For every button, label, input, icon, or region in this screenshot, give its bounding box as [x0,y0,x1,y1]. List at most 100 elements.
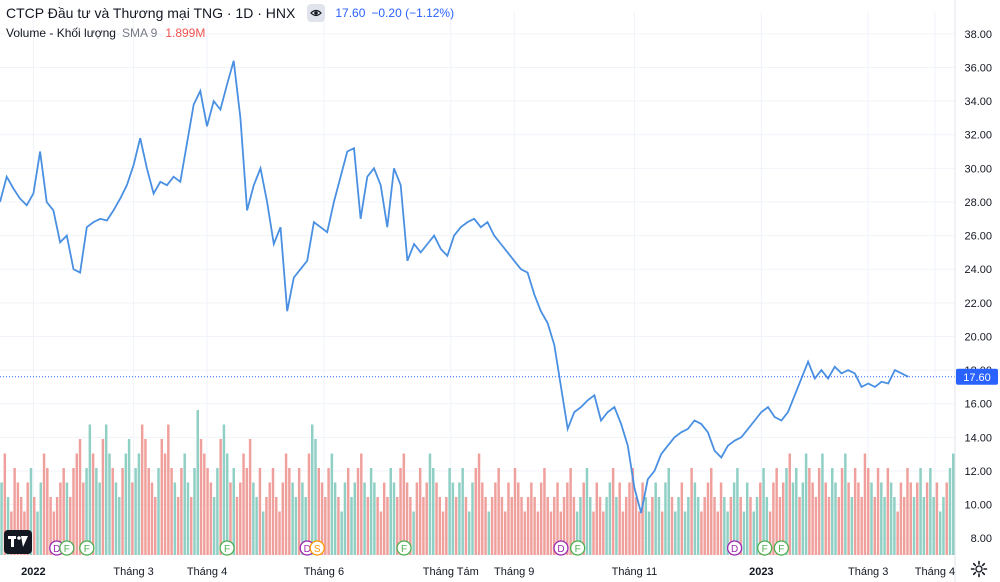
event-marker-s[interactable]: S [309,540,325,556]
settings-gear-icon[interactable] [970,560,988,578]
volume-bar [186,482,190,555]
volume-bar [118,497,121,555]
volume-bar [611,468,615,555]
volume-bar [232,468,235,555]
last-price-label-text: 17.60 [963,372,991,384]
time-axis[interactable]: 2022 Tháng 3 Tháng 4 Tháng 6 Tháng Tám Tháng … [21,566,955,578]
volume-bar [615,497,618,555]
volume-bar [889,482,893,555]
event-marker-f[interactable]: F [757,540,773,556]
event-marker-d[interactable]: D [553,540,569,556]
volume-bar [425,482,428,555]
symbol-title[interactable]: CTCP Đầu tư và Thương mại TNG · 1D · HNX [6,5,296,21]
volume-bar [618,482,621,555]
volume-indicator-label[interactable]: Volume - Khối lượng [6,26,116,40]
volume-bar [88,424,92,555]
volume-bar [229,482,232,555]
volume-bar [239,482,242,555]
event-marker-label: D [304,544,311,555]
volume-bar [566,482,569,555]
volume-bar [899,482,903,555]
time-tick-label: 2022 [21,566,45,578]
volume-bar [346,468,350,555]
event-marker-f[interactable]: F [79,540,95,556]
volume-bar [664,482,667,555]
price-tick-label: 30.00 [964,163,992,175]
volume-bar [938,511,942,555]
volume-bar [657,497,661,555]
volume-bar [840,468,844,555]
volume-bar [562,497,566,555]
volume-bar [167,424,170,555]
volume-bar [3,453,7,555]
volume-bar [245,468,249,555]
volume-bar [755,497,759,555]
volume-bar [605,497,608,555]
event-marker-f[interactable]: F [773,540,790,556]
event-marker-f[interactable]: F [219,540,235,556]
volume-bar [912,497,916,555]
event-marker-f[interactable]: F [396,540,412,556]
event-marker-f[interactable]: F [570,540,586,556]
volume-bar [317,468,321,555]
volume-bar [873,497,877,555]
volume-bar [39,482,43,555]
volume-bar [831,468,834,555]
volume-bar [386,497,389,555]
volume-bar [592,511,595,555]
volume-bar [206,468,209,555]
volume-bar [216,468,219,555]
volume-bar [127,439,131,555]
volume-bar [795,468,798,555]
volume-bar [85,468,88,555]
volume-bar [811,482,814,555]
volume-bar [320,482,324,555]
volume-bar [883,497,886,555]
volume-bar [808,468,811,555]
volume-bar [360,453,363,555]
volume-bar [765,497,769,555]
volume-bar [294,497,298,555]
volume-bar [284,453,288,555]
volume-bar [935,482,939,555]
volume-bar [791,482,795,555]
volume-bar [324,497,327,555]
volume-bar [104,424,108,555]
volume-bar [817,468,821,555]
volume-bar [144,439,147,555]
event-marker-f[interactable]: F [59,540,75,556]
volume-bar [333,482,337,555]
volume-bar [196,410,200,555]
tradingview-logo[interactable] [4,530,32,554]
price-axis[interactable]: 8.0010.0012.0014.0016.0018.0020.0022.002… [954,0,992,582]
volume-bar [46,468,49,555]
volume-bar [248,439,252,555]
volume-bar [91,453,95,555]
price-change: −0.20 (−1.12%) [371,6,455,20]
volume-bar [454,497,458,555]
volume-bar [726,511,729,555]
event-marker-circle [757,540,773,556]
volume-bar [366,497,370,555]
volume-bar [78,439,82,555]
volume-bar [523,511,527,555]
volume-bar [595,482,599,555]
volume-bar [363,482,366,555]
volume-bar [26,482,29,555]
price-tick-label: 28.00 [964,197,992,209]
volume-bar [546,497,549,555]
volume-bar [572,497,576,555]
volume-bar [507,482,510,555]
volume-bar [307,453,311,555]
volume-bar [641,482,644,555]
toggle-visibility-button[interactable] [307,4,326,22]
volume-bar [824,482,827,555]
volume-bar [252,482,255,555]
volume-bar [412,511,415,555]
volume-bar [101,439,105,555]
volume-bar [212,497,216,555]
event-marker-d[interactable]: D [726,540,743,556]
volume-bar [749,497,752,555]
